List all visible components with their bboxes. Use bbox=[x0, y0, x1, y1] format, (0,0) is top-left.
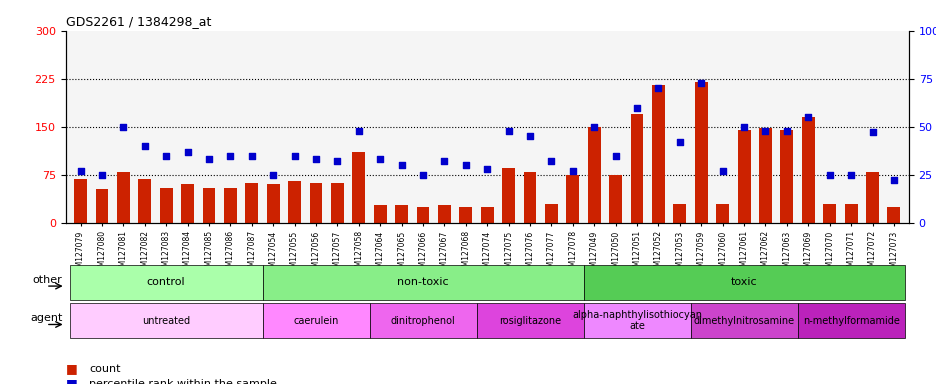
Bar bbox=[715, 204, 728, 223]
Bar bbox=[417, 207, 429, 223]
Bar bbox=[608, 175, 622, 223]
Bar bbox=[181, 184, 194, 223]
Text: ■: ■ bbox=[66, 377, 78, 384]
Point bbox=[864, 129, 879, 136]
Text: toxic: toxic bbox=[730, 277, 756, 287]
Point bbox=[415, 172, 430, 178]
Bar bbox=[695, 82, 707, 223]
Bar bbox=[758, 128, 771, 223]
Bar bbox=[139, 179, 151, 223]
Text: untreated: untreated bbox=[142, 316, 190, 326]
Point bbox=[714, 168, 729, 174]
Text: GDS2261 / 1384298_at: GDS2261 / 1384298_at bbox=[66, 15, 211, 28]
Point bbox=[629, 104, 644, 111]
Point bbox=[138, 143, 153, 149]
Point bbox=[351, 127, 366, 134]
Bar bbox=[74, 179, 87, 223]
Bar bbox=[780, 130, 793, 223]
Point bbox=[266, 172, 281, 178]
Bar bbox=[801, 117, 813, 223]
Point bbox=[458, 162, 473, 168]
Point bbox=[286, 152, 301, 159]
Bar bbox=[437, 205, 450, 223]
Bar bbox=[245, 183, 258, 223]
Bar bbox=[160, 187, 172, 223]
Text: percentile rank within the sample: percentile rank within the sample bbox=[89, 379, 277, 384]
Bar bbox=[865, 172, 878, 223]
Point bbox=[800, 114, 815, 120]
Point bbox=[736, 124, 751, 130]
Point bbox=[651, 85, 665, 91]
Point bbox=[223, 152, 238, 159]
Text: count: count bbox=[89, 364, 121, 374]
Bar bbox=[545, 204, 557, 223]
Bar bbox=[502, 168, 515, 223]
Text: other: other bbox=[33, 275, 62, 285]
Point bbox=[201, 156, 216, 162]
Text: n-methylformamide: n-methylformamide bbox=[802, 316, 899, 326]
Bar bbox=[886, 207, 899, 223]
Text: non-toxic: non-toxic bbox=[397, 277, 448, 287]
Bar bbox=[373, 205, 387, 223]
Bar bbox=[651, 85, 665, 223]
Point bbox=[501, 127, 516, 134]
Point bbox=[116, 124, 131, 130]
Point bbox=[757, 127, 772, 134]
Point bbox=[158, 152, 173, 159]
Bar bbox=[673, 204, 685, 223]
Point bbox=[522, 133, 537, 139]
Point bbox=[373, 156, 388, 162]
Point bbox=[436, 158, 451, 164]
Text: caerulein: caerulein bbox=[293, 316, 338, 326]
Bar bbox=[267, 184, 279, 223]
Point bbox=[394, 162, 409, 168]
Bar bbox=[737, 130, 750, 223]
Bar bbox=[587, 127, 600, 223]
Text: dinitrophenol: dinitrophenol bbox=[390, 316, 455, 326]
Point bbox=[821, 172, 836, 178]
Point bbox=[586, 124, 601, 130]
Point bbox=[544, 158, 559, 164]
Point bbox=[329, 158, 344, 164]
Bar bbox=[202, 187, 215, 223]
Point bbox=[693, 79, 708, 86]
Point bbox=[244, 152, 259, 159]
Point bbox=[885, 177, 900, 184]
Point bbox=[95, 172, 110, 178]
Bar bbox=[566, 175, 578, 223]
Point bbox=[479, 166, 494, 172]
Bar bbox=[459, 207, 472, 223]
Point bbox=[308, 156, 323, 162]
Bar bbox=[843, 204, 856, 223]
Point bbox=[73, 168, 88, 174]
Text: dimethylnitrosamine: dimethylnitrosamine bbox=[693, 316, 794, 326]
Bar bbox=[630, 114, 643, 223]
Bar bbox=[95, 189, 109, 223]
Point bbox=[842, 172, 857, 178]
Point bbox=[779, 127, 794, 134]
Bar bbox=[352, 152, 365, 223]
Bar bbox=[480, 207, 493, 223]
Bar bbox=[330, 183, 344, 223]
Text: alpha-naphthylisothiocyan
ate: alpha-naphthylisothiocyan ate bbox=[572, 310, 701, 331]
Bar bbox=[224, 187, 237, 223]
Bar bbox=[823, 204, 835, 223]
Bar bbox=[288, 181, 300, 223]
Point bbox=[672, 139, 687, 145]
Text: agent: agent bbox=[30, 313, 62, 323]
Bar bbox=[117, 172, 130, 223]
Point bbox=[564, 168, 579, 174]
Text: rosiglitazone: rosiglitazone bbox=[499, 316, 561, 326]
Bar bbox=[395, 205, 407, 223]
Bar bbox=[523, 172, 536, 223]
Point bbox=[180, 149, 195, 155]
Text: ■: ■ bbox=[66, 362, 78, 375]
Point bbox=[607, 152, 622, 159]
Text: control: control bbox=[147, 277, 185, 287]
Bar bbox=[309, 183, 322, 223]
